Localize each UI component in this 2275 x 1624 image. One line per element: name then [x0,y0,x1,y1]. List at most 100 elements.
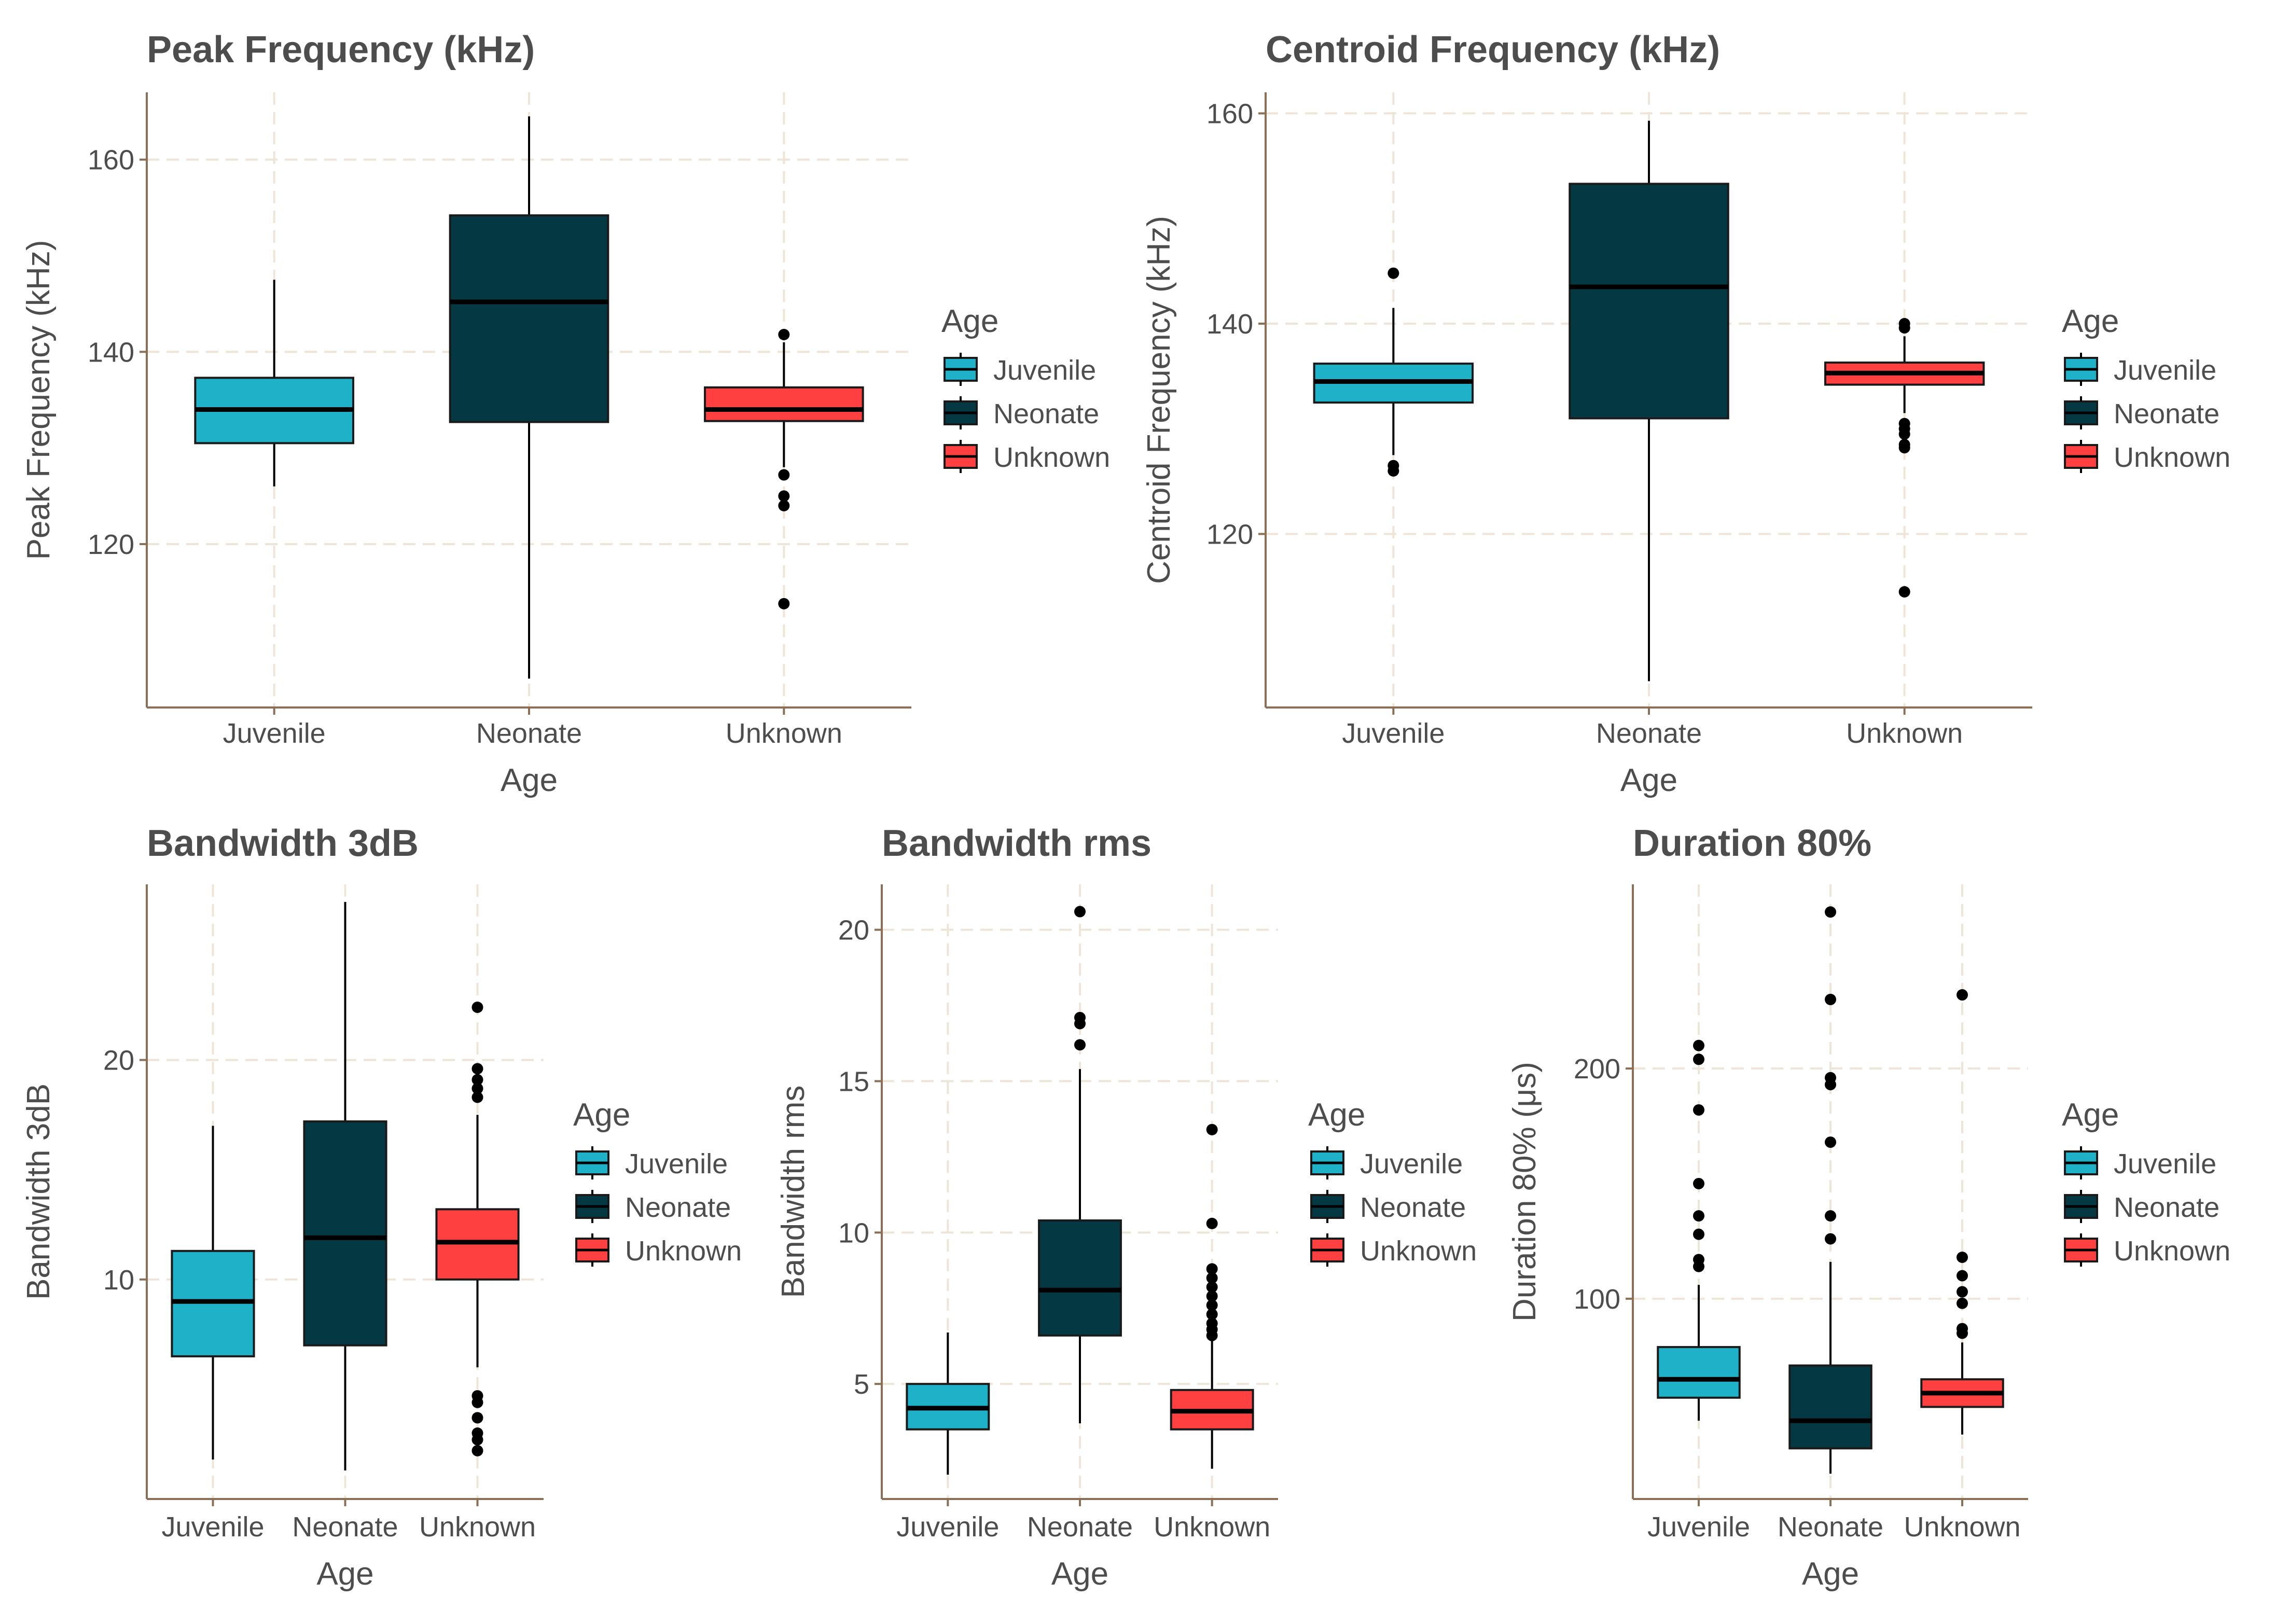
chart-panel-2: Centroid Frequency (kHz) 120 140 160 Juvenil… [1141,29,2230,798]
legend-label-neonate: Neonate [993,398,1099,429]
chart-panel-4: Bandwidth rms 5 10 15 20 Juvenile Neonate Unkno… [775,823,1477,1592]
legend-title: Age [2062,1097,2119,1133]
outlier-point [1693,1039,1704,1051]
legend-label-juvenile: Juvenile [2114,355,2216,386]
outlier-point [778,490,790,502]
legend-title: Age [941,303,998,339]
legend-label-juvenile: Juvenile [1360,1148,1463,1179]
legend-label-unknown: Unknown [2114,1236,2230,1267]
x-axis-label: Age [1620,762,1677,798]
y-tick-label: 120 [1206,519,1253,550]
x-tick-label: Unknown [1154,1511,1270,1543]
outlier-point [1074,1018,1086,1030]
box-juvenile [1657,1346,1741,1399]
outlier-point [1206,1272,1218,1284]
legend-title: Age [573,1097,630,1133]
outlier-point [778,499,790,511]
y-axis-label: Peak Frequency (kHz) [21,240,57,560]
box-neonate [449,214,609,423]
outlier-point [1957,1251,1968,1263]
box-neonate [1788,1364,1872,1450]
legend: Age Juvenile Neonate Unknown [1308,1097,1477,1267]
x-axis-label: Age [1802,1556,1859,1592]
legend-label-neonate: Neonate [1360,1192,1466,1223]
y-tick-label: 5 [854,1369,869,1400]
outlier-point [471,1445,483,1456]
chart-title: Bandwidth 3dB [147,823,419,864]
outlier-point [1206,1123,1218,1135]
outlier-point [1693,1260,1704,1272]
x-axis-label: Age [1051,1556,1108,1592]
x-tick-label: Neonate [1596,718,1702,749]
outlier-point [1825,993,1836,1005]
x-tick-label: Unknown [1846,718,1963,749]
legend: Age Juvenile Neonate Unknown [2062,303,2230,473]
x-tick-label: Juvenile [1647,1511,1750,1543]
x-tick-label: Neonate [1778,1511,1883,1543]
outlier-point [1693,1210,1704,1222]
legend-title: Age [2062,303,2119,339]
legend: Age Juvenile Neonate Unknown [941,303,1110,473]
outlier-point [1206,1217,1218,1229]
outlier-point [778,469,790,481]
chart-title: Centroid Frequency (kHz) [1266,29,1720,71]
chart-title: Bandwidth rms [882,823,1152,864]
y-tick-label: 10 [838,1217,869,1248]
legend-label-neonate: Neonate [2114,398,2219,429]
box-neonate [1038,1219,1122,1337]
outlier-point [471,1396,483,1408]
outlier-point [1388,267,1399,279]
outlier-point [1898,322,1910,334]
y-axis-label: Bandwidth rms [775,1085,811,1298]
outlier-point [1898,442,1910,454]
y-tick-label: 140 [88,337,134,368]
x-tick-label: Juvenile [896,1511,999,1543]
y-tick-label: 15 [838,1066,869,1097]
y-tick-label: 20 [103,1045,134,1076]
outlier-point [1388,465,1399,477]
x-tick-label: Unknown [726,718,842,749]
outlier-point [1898,586,1910,598]
outlier-point [1957,1270,1968,1282]
legend-label-juvenile: Juvenile [993,355,1096,386]
outlier-point [1957,1286,1968,1298]
outlier-point [1074,906,1086,918]
y-axis-label: Bandwidth 3dB [21,1084,57,1300]
y-axis-label: Centroid Frequency (kHz) [1141,216,1177,584]
outlier-point [1206,1308,1218,1320]
outlier-point [1825,1233,1836,1245]
legend-label-neonate: Neonate [625,1192,731,1223]
outlier-point [1957,1297,1968,1309]
y-axis-label: Duration 80% (μs) [1507,1062,1543,1322]
box-neonate [303,1120,387,1347]
outlier-point [1206,1299,1218,1311]
x-tick-label: Neonate [1027,1511,1133,1543]
x-tick-label: Neonate [476,718,582,749]
y-tick-label: 120 [88,529,134,560]
outlier-point [1957,989,1968,1001]
outlier-point [471,1082,483,1094]
outlier-point [1206,1329,1218,1341]
legend-label-unknown: Unknown [625,1236,742,1267]
outlier-point [1074,1039,1086,1051]
chart-title: Peak Frequency (kHz) [147,29,535,71]
y-tick-label: 160 [1206,99,1253,130]
outlier-point [471,1434,483,1446]
outlier-point [471,1074,483,1086]
box-neonate [1569,183,1729,420]
x-tick-label: Unknown [419,1511,536,1543]
outlier-point [471,1063,483,1075]
x-tick-label: Juvenile [161,1511,264,1543]
x-axis-label: Age [501,762,558,798]
outlier-point [471,1002,483,1013]
outlier-point [1693,1104,1704,1116]
legend-label-unknown: Unknown [993,442,1110,473]
legend-title: Age [1308,1097,1365,1133]
y-tick-label: 100 [1574,1284,1620,1315]
outlier-point [471,1091,483,1103]
legend-label-juvenile: Juvenile [2114,1148,2216,1179]
x-tick-label: Juvenile [1342,718,1445,749]
legend: Age Juvenile Neonate Unknown [2062,1097,2230,1267]
